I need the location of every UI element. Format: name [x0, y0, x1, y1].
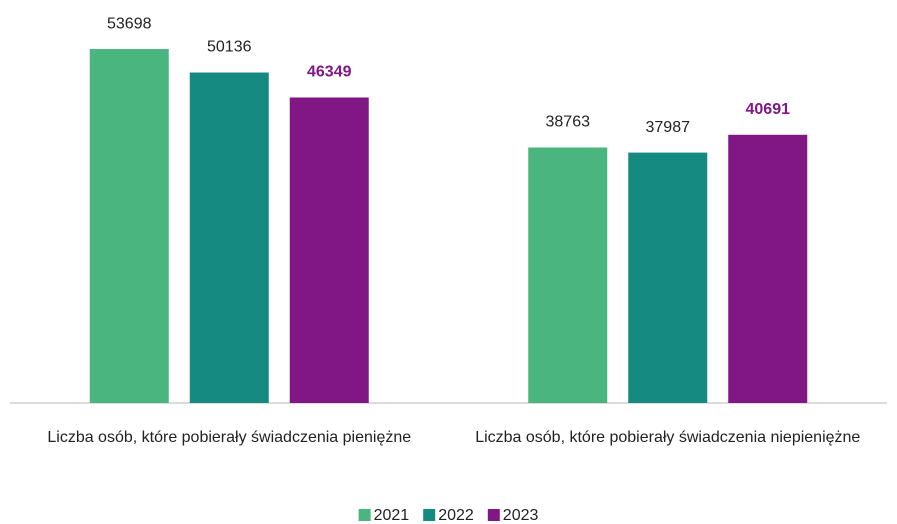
legend-swatch: [487, 509, 500, 521]
bar: [528, 147, 608, 403]
value-label: 40691: [746, 101, 791, 118]
legend-label: 2021: [374, 507, 410, 524]
bar: [89, 49, 169, 404]
value-label: 50136: [207, 39, 252, 56]
bar: [628, 152, 708, 403]
legend: 2021 2022 2023: [358, 507, 539, 524]
value-label: 38763: [546, 114, 591, 131]
legend-label: 2022: [438, 507, 474, 524]
category-label: Liczba osób, które pobierały świadczenia…: [47, 429, 412, 446]
legend-swatch: [423, 509, 436, 521]
legend-label: 2023: [503, 507, 539, 524]
bar: [289, 97, 369, 403]
bar: [189, 72, 269, 403]
value-label: 53698: [107, 15, 152, 32]
bar: [728, 134, 808, 403]
legend-swatch: [358, 509, 371, 521]
category-label: Liczba osób, które pobierały świadczenia…: [475, 429, 861, 446]
value-label: 37987: [646, 119, 691, 136]
value-label: 46349: [307, 64, 352, 81]
